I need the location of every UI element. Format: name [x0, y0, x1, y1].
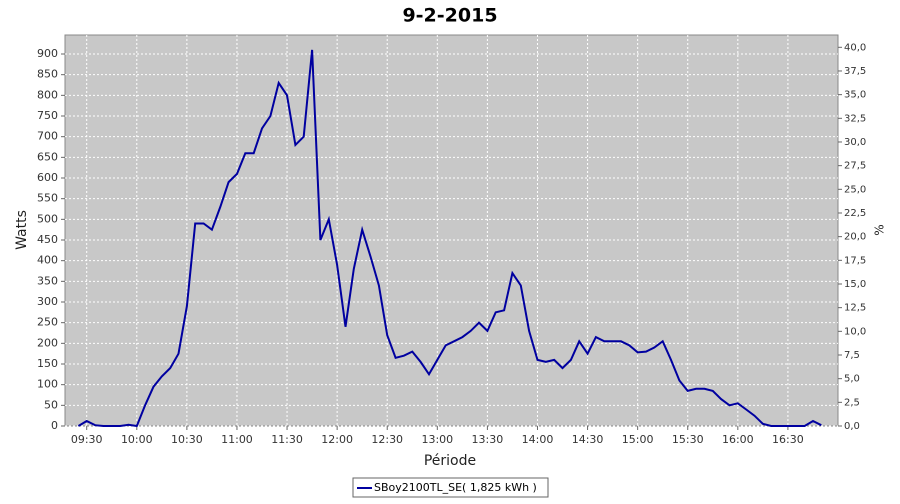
y2-tick-label: 40,0 — [844, 42, 866, 53]
y2-tick-label: 35,0 — [844, 90, 866, 101]
legend-label: SBoy2100TL_SE( 1,825 kWh ) — [374, 481, 537, 494]
y2-tick-label: 7,5 — [844, 350, 860, 361]
y-tick-label: 500 — [37, 212, 58, 225]
y-tick-label: 750 — [37, 109, 58, 122]
y2-tick-label: 15,0 — [844, 279, 866, 290]
y2-tick-label: 27,5 — [844, 161, 866, 172]
x-tick-label: 11:00 — [221, 433, 253, 446]
x-tick-label: 13:00 — [421, 433, 453, 446]
x-tick-label: 16:30 — [772, 433, 804, 446]
y-tick-label: 400 — [37, 254, 58, 267]
y2-tick-label: 0,0 — [844, 421, 860, 432]
y2-tick-label: 2,5 — [844, 397, 860, 408]
x-tick-label: 09:30 — [71, 433, 103, 446]
y2-tick-label: 12,5 — [844, 303, 866, 314]
y-tick-label: 450 — [37, 233, 58, 246]
x-tick-label: 16:00 — [722, 433, 754, 446]
y2-tick-label: 20,0 — [844, 232, 866, 243]
series-line — [77, 49, 822, 428]
y-tick-label: 700 — [37, 130, 58, 143]
y-tick-label: 600 — [37, 171, 58, 184]
y-tick-label: 350 — [37, 274, 58, 287]
x-tick-label: 14:00 — [522, 433, 554, 446]
y2-tick-label: 17,5 — [844, 255, 866, 266]
plot-area — [64, 34, 839, 427]
y-tick-label: 150 — [37, 357, 58, 370]
x-tick-label: 15:30 — [672, 433, 704, 446]
y-tick-label: 300 — [37, 295, 58, 308]
y-tick-label: 200 — [37, 336, 58, 349]
y2-tick-label: 32,5 — [844, 113, 866, 124]
y-axis-label: Watts — [14, 210, 30, 250]
y2-tick-label: 30,0 — [844, 137, 866, 148]
y2-tick-label: 37,5 — [844, 66, 866, 77]
y2-tick-label: 22,5 — [844, 208, 866, 219]
x-tick-label: 15:00 — [622, 433, 654, 446]
y-tick-label: 250 — [37, 316, 58, 329]
y-tick-label: 900 — [37, 47, 58, 60]
x-tick-label: 10:30 — [171, 433, 203, 446]
y-tick-label: 800 — [37, 88, 58, 101]
x-tick-label: 13:30 — [472, 433, 504, 446]
y-tick-label: 50 — [44, 398, 58, 411]
chart-title: 9-2-2015 — [402, 5, 497, 27]
y-tick-label: 100 — [37, 378, 58, 391]
y2-tick-label: 5,0 — [844, 374, 860, 385]
x-tick-label: 10:00 — [121, 433, 153, 446]
y-tick-label: 850 — [37, 68, 58, 81]
y2-tick-label: 10,0 — [844, 326, 866, 337]
y2-tick-label: 25,0 — [844, 184, 866, 195]
legend — [352, 477, 549, 498]
y-tick-label: 650 — [37, 150, 58, 163]
x-tick-label: 14:30 — [572, 433, 604, 446]
x-tick-label: 12:00 — [321, 433, 353, 446]
x-axis-label: Période — [424, 453, 476, 469]
y-tick-label: 550 — [37, 192, 58, 205]
x-tick-label: 12:30 — [371, 433, 403, 446]
x-tick-label: 11:30 — [271, 433, 303, 446]
y2-axis-label: % — [873, 224, 887, 235]
y-tick-label: 0 — [51, 419, 58, 432]
